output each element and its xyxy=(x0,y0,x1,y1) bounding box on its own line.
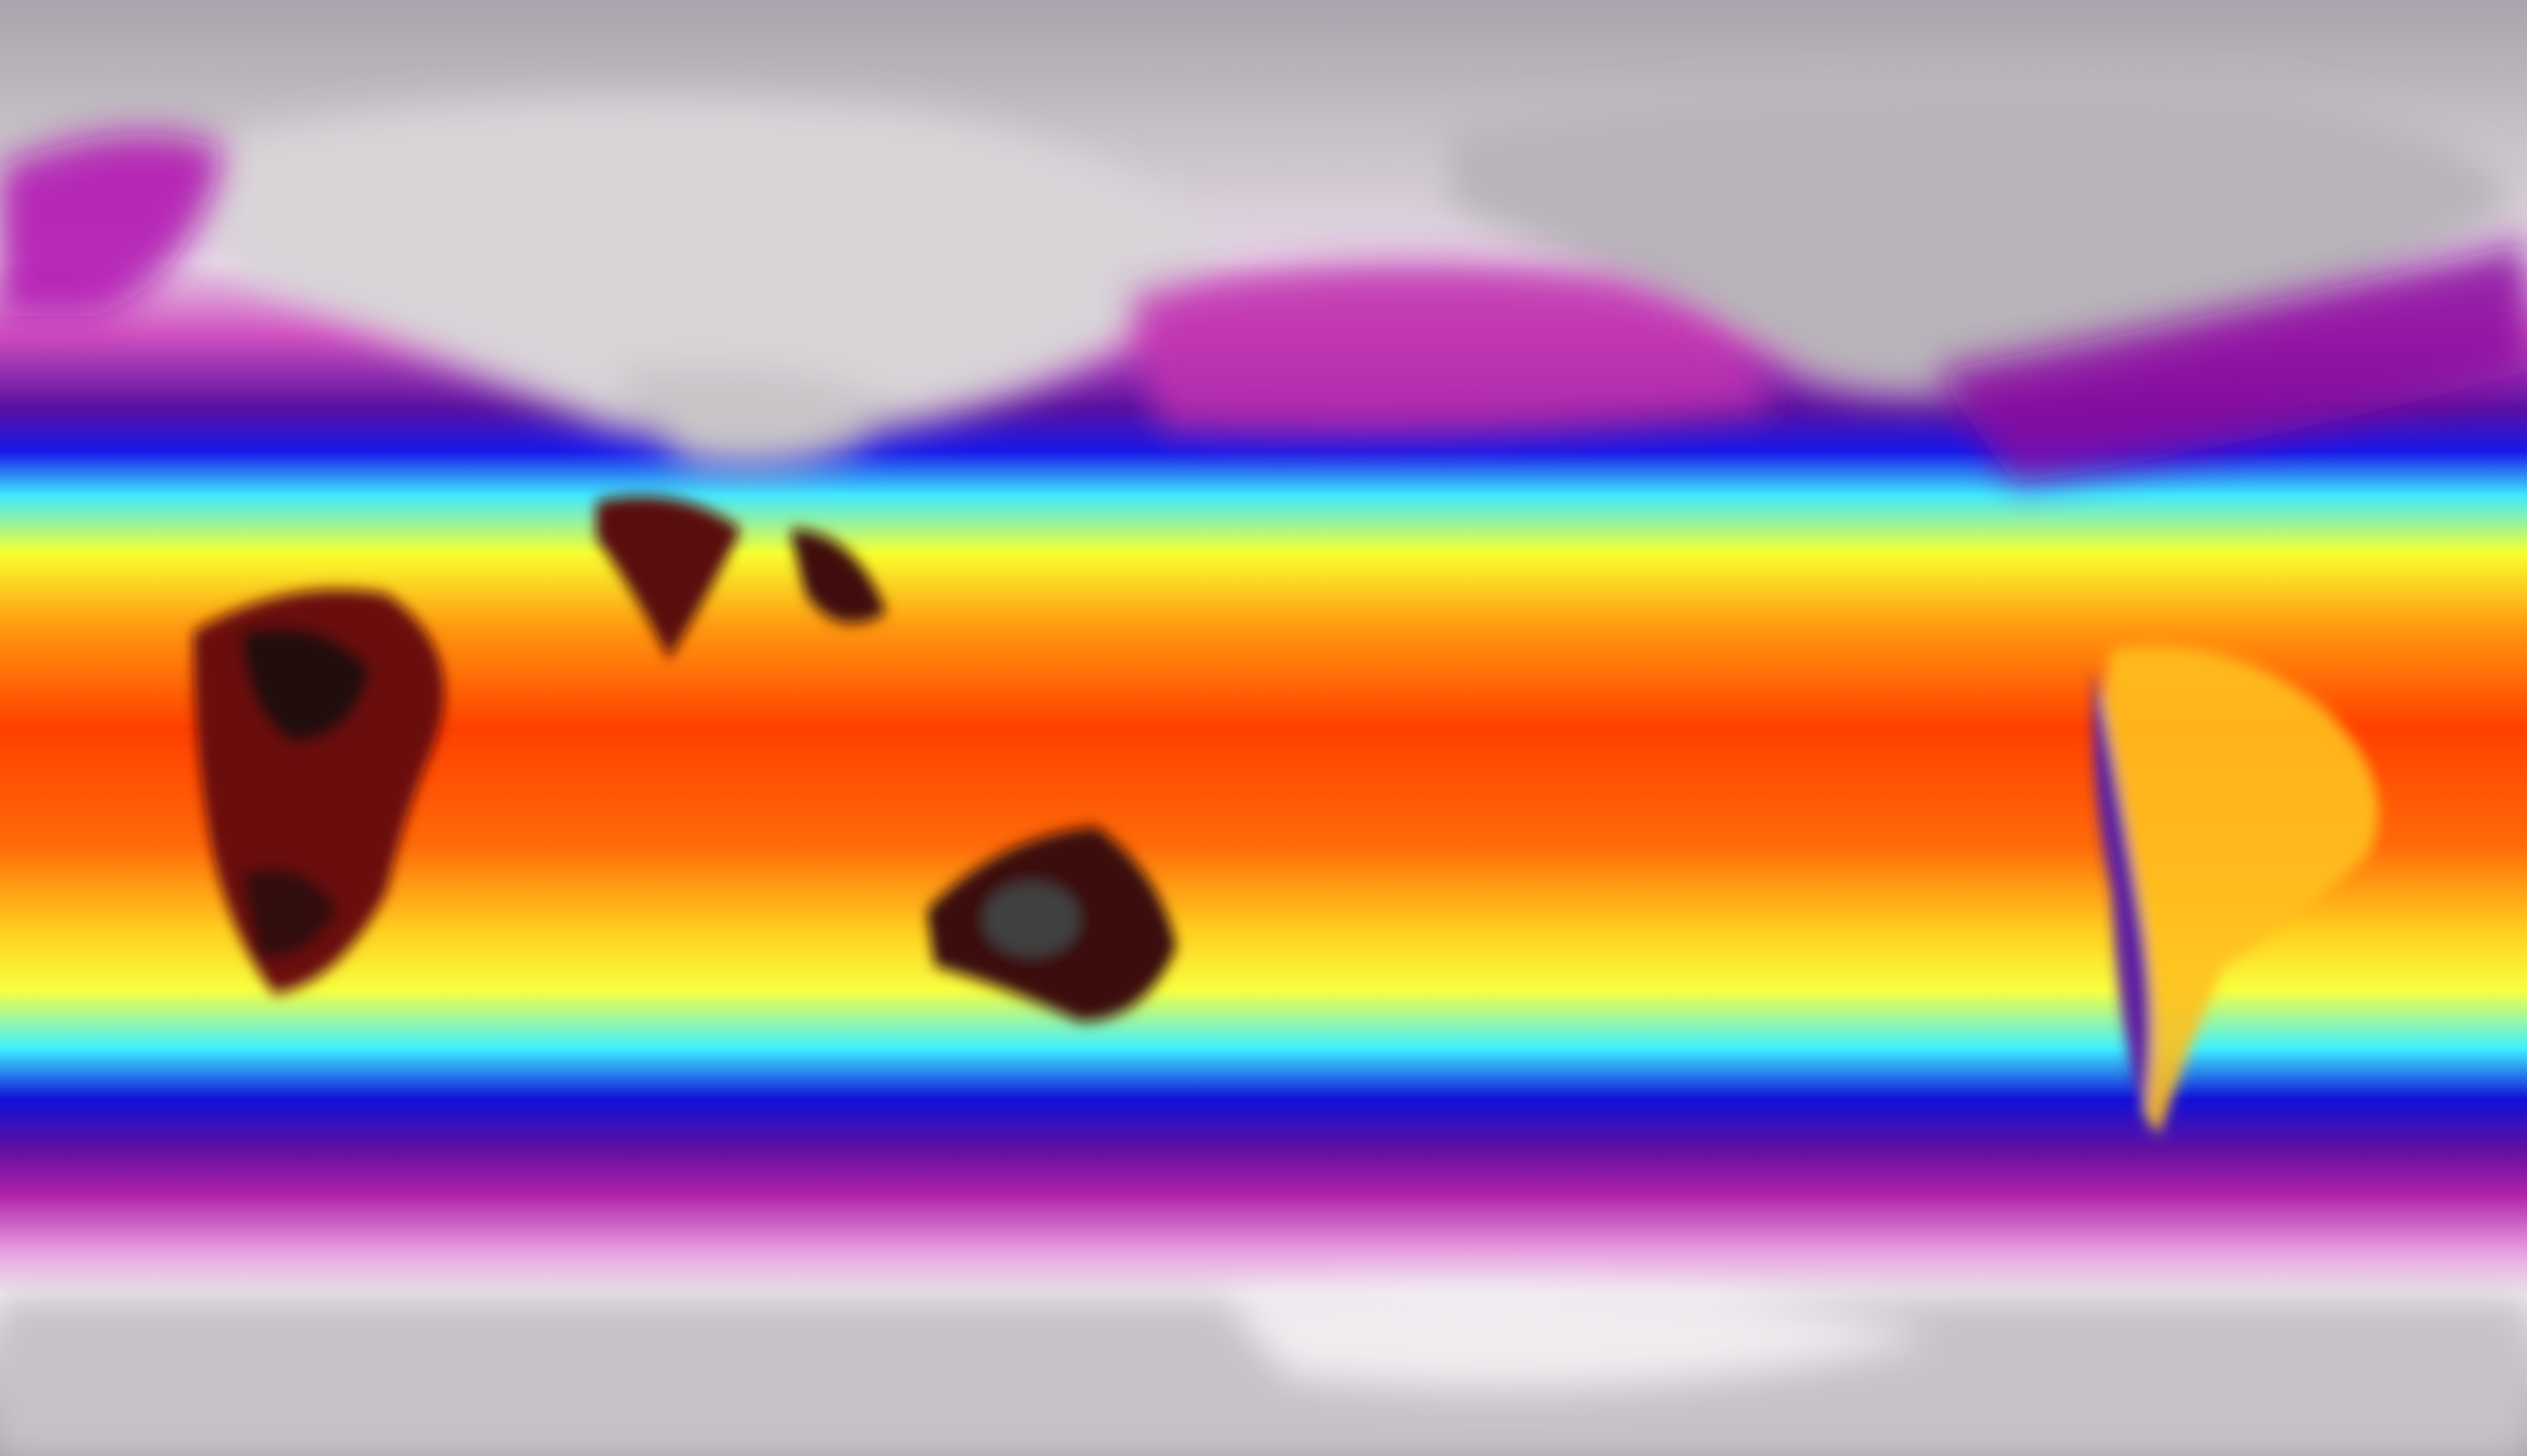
southeast-asia-hot xyxy=(789,529,886,624)
africa-hot xyxy=(193,589,445,994)
india-hot xyxy=(596,496,741,660)
southern-landmass-cold xyxy=(0,1287,2527,1456)
australia-hot xyxy=(926,826,1177,1022)
south-america xyxy=(2093,646,2378,1133)
northern-cold-magenta xyxy=(0,133,2527,483)
